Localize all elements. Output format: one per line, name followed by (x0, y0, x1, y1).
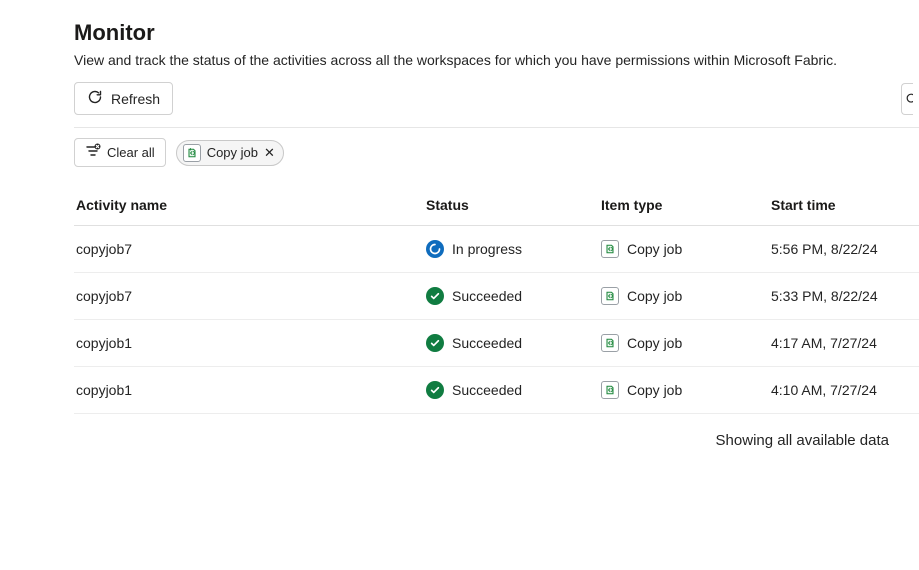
succeeded-icon (426, 334, 444, 352)
item-type-label: Copy job (627, 335, 682, 351)
start-time-cell: 4:17 AM, 7/27/24 (769, 320, 919, 367)
status-label: In progress (452, 241, 522, 257)
table-row[interactable]: copyjob7 In progress Copy job 5:56 PM, 8… (74, 226, 919, 273)
refresh-button[interactable]: Refresh (74, 82, 173, 115)
footer-note: Showing all available data (74, 414, 919, 449)
activities-table: Activity name Status Item type Start tim… (74, 187, 919, 414)
item-type-label: Copy job (627, 382, 682, 398)
status-label: Succeeded (452, 335, 522, 351)
start-time-cell: 5:33 PM, 8/22/24 (769, 273, 919, 320)
start-time-cell: 4:10 AM, 7/27/24 (769, 367, 919, 414)
table-row[interactable]: copyjob1 Succeeded Copy job 4:17 AM, 7/2… (74, 320, 919, 367)
close-icon[interactable]: ✕ (264, 146, 275, 159)
activity-name-cell: copyjob7 (74, 226, 424, 273)
search-button[interactable] (901, 83, 913, 115)
in-progress-icon (426, 240, 444, 258)
toolbar-divider (74, 127, 919, 128)
activity-name-cell: copyjob1 (74, 320, 424, 367)
status-cell: Succeeded (424, 320, 599, 367)
copy-job-icon (183, 144, 201, 162)
status-label: Succeeded (452, 288, 522, 304)
item-type-cell: Copy job (599, 226, 769, 273)
page-title: Monitor (74, 20, 919, 46)
refresh-icon (87, 89, 103, 108)
clear-all-label: Clear all (107, 145, 155, 160)
activity-name-cell: copyjob7 (74, 273, 424, 320)
succeeded-icon (426, 381, 444, 399)
item-type-cell: Copy job (599, 367, 769, 414)
clear-filters-icon (85, 143, 101, 162)
table-row[interactable]: copyjob1 Succeeded Copy job 4:10 AM, 7/2… (74, 367, 919, 414)
activity-name-cell: copyjob1 (74, 367, 424, 414)
filter-chip-copy-job[interactable]: Copy job ✕ (176, 140, 284, 166)
search-icon (905, 92, 913, 106)
item-type-cell: Copy job (599, 320, 769, 367)
clear-all-button[interactable]: Clear all (74, 138, 166, 167)
table-row[interactable]: copyjob7 Succeeded Copy job 5:33 PM, 8/2… (74, 273, 919, 320)
status-cell: Succeeded (424, 367, 599, 414)
status-label: Succeeded (452, 382, 522, 398)
col-header-item-type[interactable]: Item type (599, 187, 769, 226)
refresh-label: Refresh (111, 91, 160, 107)
filter-chip-label: Copy job (207, 145, 258, 160)
status-cell: Succeeded (424, 273, 599, 320)
copy-job-icon (601, 334, 619, 352)
start-time-cell: 5:56 PM, 8/22/24 (769, 226, 919, 273)
copy-job-icon (601, 240, 619, 258)
copy-job-icon (601, 381, 619, 399)
status-cell: In progress (424, 226, 599, 273)
item-type-label: Copy job (627, 241, 682, 257)
col-header-activity[interactable]: Activity name (74, 187, 424, 226)
page-subtitle: View and track the status of the activit… (74, 52, 919, 68)
col-header-status[interactable]: Status (424, 187, 599, 226)
item-type-cell: Copy job (599, 273, 769, 320)
item-type-label: Copy job (627, 288, 682, 304)
col-header-start[interactable]: Start time (769, 187, 919, 226)
copy-job-icon (601, 287, 619, 305)
succeeded-icon (426, 287, 444, 305)
